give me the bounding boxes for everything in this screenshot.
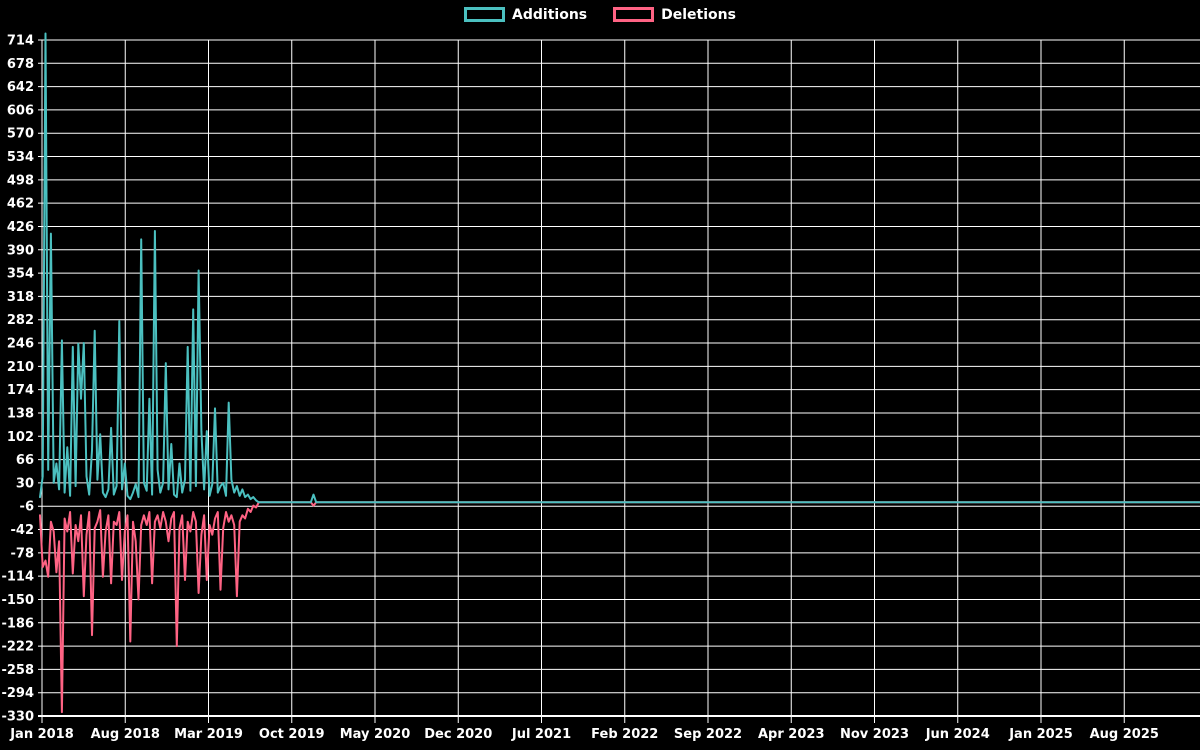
y-tick-label: 678 [7,57,34,72]
x-tick-label: Jan 2018 [9,727,74,742]
y-tick-label: -42 [11,523,35,538]
y-tick-label: 30 [16,476,34,491]
additions-legend-label: Additions [512,6,588,23]
y-tick-label: 354 [7,267,34,282]
y-tick-label: -186 [1,616,34,631]
additions-legend-swatch [464,7,506,22]
y-tick-label: 714 [7,34,34,49]
y-tick-label: -6 [20,500,34,515]
y-tick-label: -78 [11,546,35,561]
y-tick-label: -114 [1,570,34,585]
x-tick-label: Apr 2023 [758,727,825,742]
vertical-gridlines [41,40,1125,723]
x-tick-label: Sep 2022 [674,727,742,742]
y-tick-label: -258 [1,663,34,678]
x-tick-label: Mar 2019 [174,727,243,742]
y-tick-label: -150 [1,593,34,608]
y-tick-label: 246 [7,337,34,352]
y-tick-label: 498 [7,173,34,188]
chart-legend: Additions Deletions [0,7,1200,22]
y-tick-label: 462 [7,197,34,212]
x-tick-label: Jan 2025 [1008,727,1073,742]
x-tick-label: Aug 2018 [91,727,160,742]
x-tick-label: Aug 2025 [1090,727,1159,742]
y-tick-label: 534 [7,150,34,165]
y-tick-label: 282 [7,313,34,328]
x-axis-tick-labels: Jan 2018 Aug 2018 Mar 2019 Oct 2019 May 2020… [9,727,1159,742]
y-tick-label: 390 [7,243,34,258]
y-tick-label: 426 [7,220,34,235]
y-tick-label: -294 [1,686,34,701]
deletions-legend-label: Deletions [661,6,736,23]
y-tick-label: 606 [7,103,34,118]
y-tick-label: 174 [7,383,34,398]
x-tick-label: May 2020 [340,727,411,742]
legend-item-additions[interactable]: Additions [464,7,587,22]
x-tick-label: Dec 2020 [424,727,492,742]
data-series [39,32,1200,714]
y-tick-label: 102 [7,430,34,445]
y-tick-label: 66 [16,453,34,468]
deletions-line [39,501,1200,714]
y-tick-label: 642 [7,80,34,95]
y-tick-label: 570 [7,127,34,142]
y-tick-label: -222 [1,640,34,655]
y-tick-label: 138 [7,406,34,421]
y-tick-label: -330 [1,710,34,725]
deletions-legend-swatch [613,7,655,22]
x-tick-label: Jul 2021 [511,727,571,742]
horizontal-gridlines [38,39,1200,717]
y-tick-label: 210 [7,360,34,375]
x-tick-label: Oct 2019 [259,727,325,742]
additions-line [39,32,1200,504]
x-tick-label: Feb 2022 [591,727,658,742]
legend-item-deletions[interactable]: Deletions [613,7,736,22]
y-axis-tick-labels: 714 678 642 606 570 534 498 462 426 390 354 318 282 2… [1,34,34,725]
x-tick-label: Jun 2024 [925,727,990,742]
x-tick-label: Nov 2023 [840,727,909,742]
y-tick-label: 318 [7,290,34,305]
